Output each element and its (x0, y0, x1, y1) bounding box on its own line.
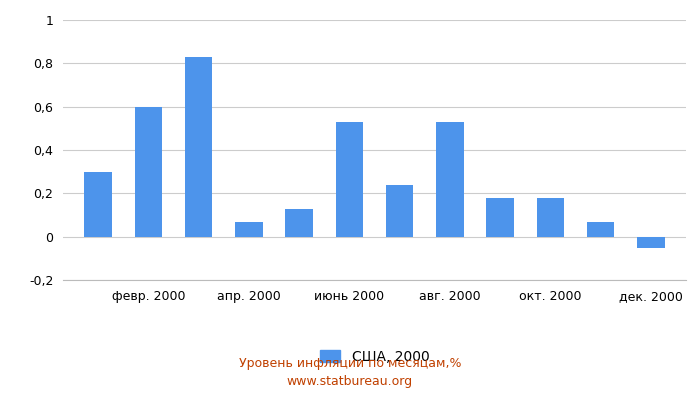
Text: Уровень инфляции по месяцам,%
www.statbureau.org: Уровень инфляции по месяцам,% www.statbu… (239, 356, 461, 388)
Bar (536, 198, 564, 237)
Bar (637, 237, 664, 248)
Legend: США, 2000: США, 2000 (314, 344, 435, 369)
Bar (386, 185, 414, 237)
Bar (85, 172, 112, 237)
Bar (587, 222, 615, 237)
Bar (134, 107, 162, 237)
Bar (235, 222, 262, 237)
Bar (436, 122, 463, 237)
Bar (185, 57, 213, 237)
Bar (486, 198, 514, 237)
Bar (286, 208, 313, 237)
Bar (335, 122, 363, 237)
